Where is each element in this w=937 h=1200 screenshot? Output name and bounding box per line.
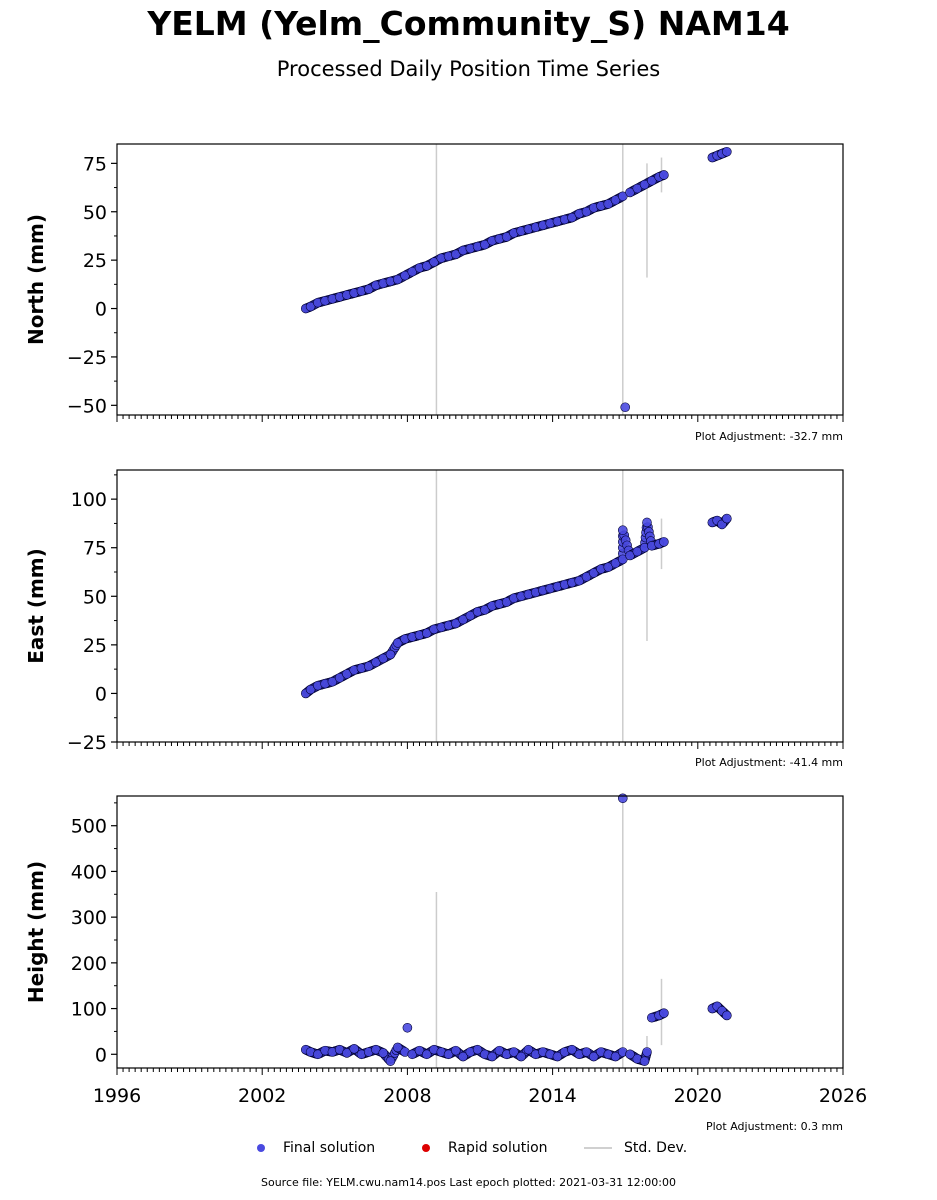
data-point [620,402,631,413]
data-point [385,649,396,660]
data-point [617,793,628,804]
data-point [617,525,628,536]
data-point [509,1047,519,1057]
data-point [610,1051,621,1062]
plot-adjustment-note: Plot Adjustment: -32.7 mm [695,430,843,443]
chart-subtitle: Processed Daily Position Time Series [276,57,661,81]
y-tick-label: 200 [71,953,107,975]
legend-std-label: Std. Dev. [624,1140,688,1156]
y-tick-label: 50 [83,586,107,608]
y-tick-label: 25 [83,250,107,272]
data-point [516,1051,526,1062]
y-axis-label: East (mm) [24,548,48,664]
data-point [625,1049,635,1060]
data-point [642,517,652,528]
time-series-plots: −50 −25 0 25 50 75 North (mm) Plot Adjustment: … [24,143,867,1133]
x-tick-label: 2002 [238,1085,286,1107]
x-tick-label: 2008 [383,1085,431,1107]
x-tick-label: 2026 [819,1085,867,1107]
y-tick-label: 100 [71,489,107,511]
data-point [722,146,732,157]
data-point [722,513,732,524]
legend-final-label: Final solution [283,1140,376,1156]
std-dev-line-icon [584,1147,612,1149]
y-tick-label: 500 [71,816,107,838]
data-point [392,1042,403,1053]
data-point [458,1051,468,1062]
plot-frame [116,795,844,1069]
y-axis-label: North (mm) [24,214,48,345]
x-tick-label: 2014 [528,1085,576,1107]
y-tick-label: 75 [83,153,107,175]
legend: Final solution Rapid solution Std. Dev. [0,1137,937,1159]
data-point [342,1048,352,1058]
data-point [659,170,669,180]
data-point [659,537,669,547]
y-tick-label: 50 [83,202,107,224]
data-point [421,1049,432,1060]
data-point [523,1044,534,1055]
data-point [385,1056,396,1066]
data-point [378,1048,389,1058]
y-tick-label: 100 [71,999,107,1021]
chart-title: YELM (Yelm_Community_S) NAM14 [147,4,790,43]
data-point [472,1044,483,1055]
data-point [567,1044,577,1055]
source-footer: Source file: YELM.cwu.nam14.pos Last epo… [261,1176,676,1189]
data-point [642,1047,652,1057]
plot-adjustment-note: Plot Adjustment: -41.4 mm [695,756,843,769]
x-tick-label: 2020 [674,1085,722,1107]
legend-rapid-label: Rapid solution [448,1140,548,1156]
y-tick-label: 0 [95,683,107,705]
legend-std: Std. Dev. [584,1137,687,1159]
data-point [487,1051,497,1062]
rapid-solution-marker-icon [422,1144,430,1152]
data-point [639,1056,650,1066]
data-point [349,1044,359,1054]
y-axis-label: Height (mm) [24,861,48,1003]
y-tick-label: 0 [95,299,107,321]
data-point [588,1051,599,1062]
legend-rapid: Rapid solution [422,1137,548,1159]
y-tick-label: −25 [67,732,107,754]
data-point [402,1022,413,1033]
y-tick-label: 75 [83,538,107,560]
x-tick-label: 1996 [93,1085,141,1107]
data-point [659,1008,669,1018]
y-tick-label: −50 [67,395,107,417]
final-solution-marker-icon [257,1144,265,1152]
y-tick-label: 0 [95,1044,107,1066]
legend-final: Final solution [257,1137,375,1159]
data-point [722,1010,732,1021]
plot-adjustment-note: Plot Adjustment: 0.3 mm [706,1120,843,1133]
y-tick-label: 300 [71,907,107,929]
plot-frame [116,143,844,416]
data-point [581,1047,592,1057]
plot-frame [116,469,844,743]
y-tick-label: 25 [83,635,107,657]
data-point [450,1045,461,1056]
y-tick-label: −25 [67,347,107,369]
y-tick-label: 400 [71,861,107,883]
data-point [552,1051,563,1062]
